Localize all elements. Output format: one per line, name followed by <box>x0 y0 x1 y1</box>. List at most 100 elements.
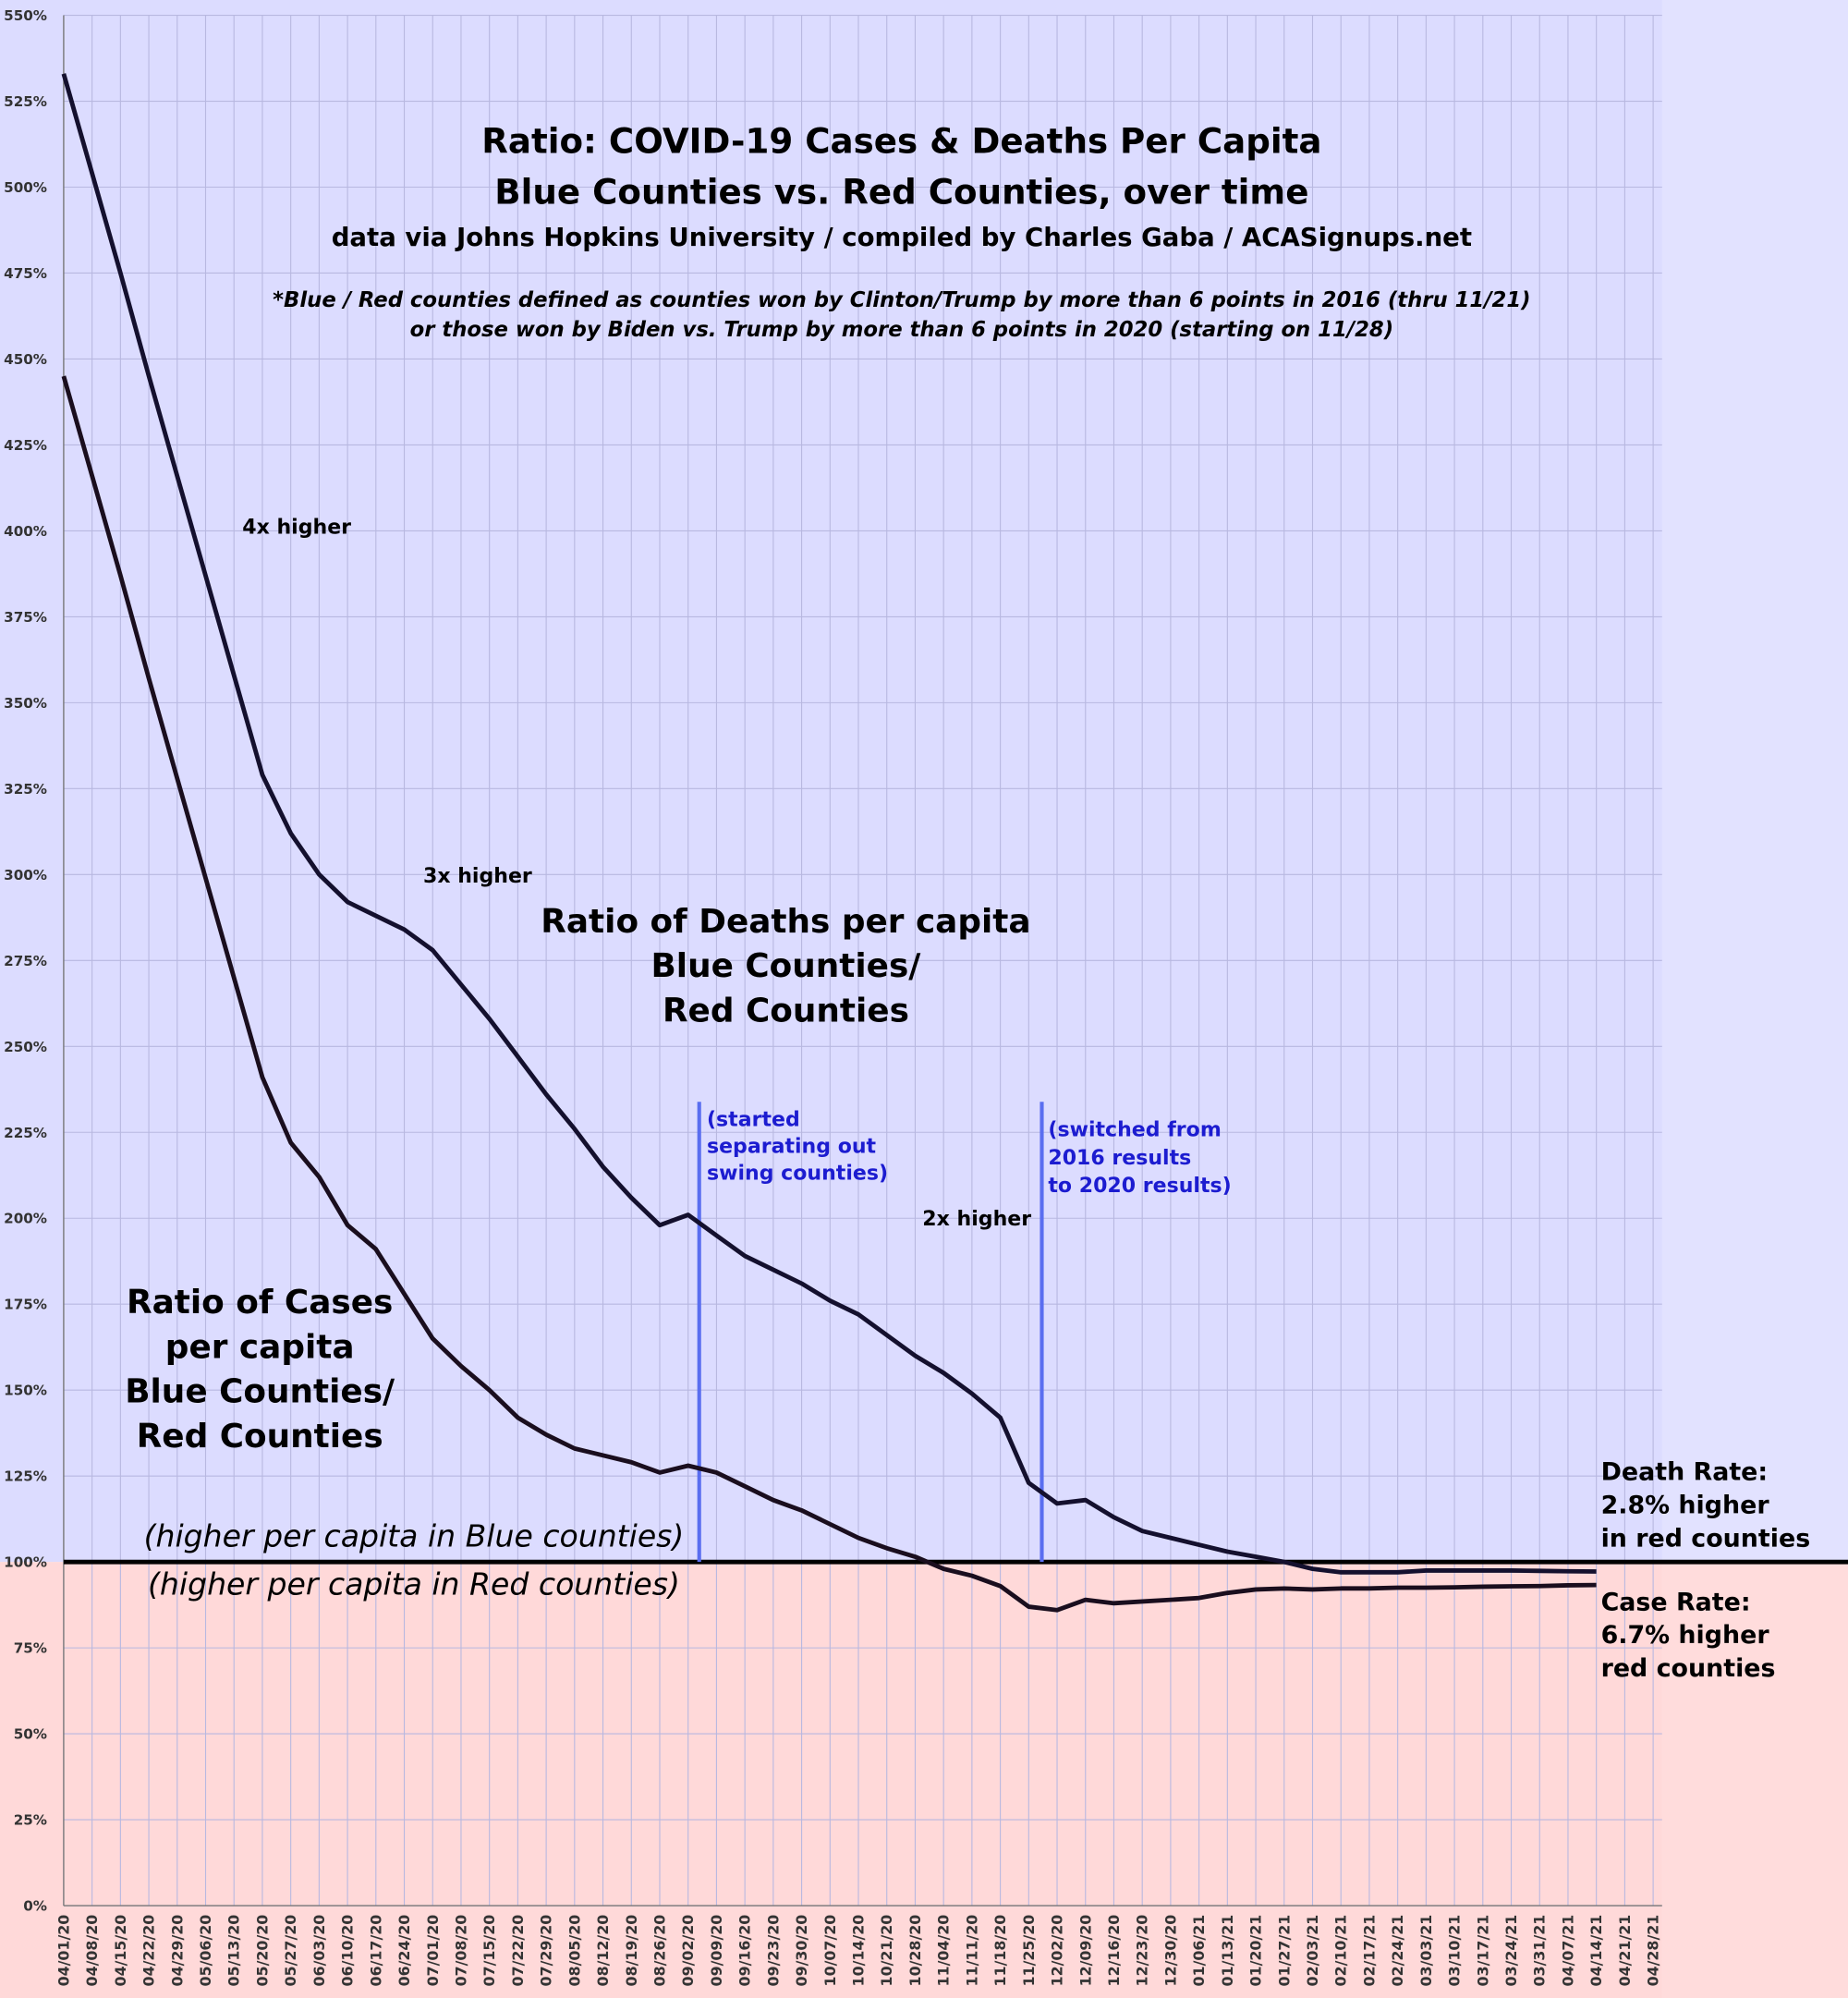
series-line <box>61 73 1597 1575</box>
annotation: Death Rate: <box>1601 1458 1769 1487</box>
y-tick-label: 325% <box>4 781 47 798</box>
y-tick-label: 0% <box>23 1898 47 1915</box>
annotation: Case Rate: <box>1601 1588 1751 1616</box>
y-tick-label: 500% <box>4 179 47 196</box>
y-tick-label: 250% <box>4 1039 47 1055</box>
x-tick-label: 10/21/20 <box>878 1915 895 1987</box>
x-tick-label: 12/02/20 <box>1049 1915 1066 1987</box>
y-tick-label: 400% <box>4 523 47 540</box>
annotation: to 2020 results) <box>1048 1175 1231 1198</box>
x-tick-label: 07/29/20 <box>538 1915 555 1987</box>
x-tick-label: 10/28/20 <box>906 1915 924 1987</box>
y-tick-label: 75% <box>14 1640 47 1657</box>
x-tick-label: 01/20/21 <box>1247 1915 1265 1987</box>
x-tick-label: 11/04/20 <box>935 1915 953 1987</box>
annotation: Blue Counties/ <box>650 947 921 985</box>
x-tick-label: 12/16/20 <box>1105 1915 1123 1987</box>
x-tick-label: 05/06/20 <box>197 1915 214 1987</box>
x-tick-label: 09/09/20 <box>708 1915 725 1987</box>
x-tick-label: 05/13/20 <box>225 1915 243 1987</box>
chart-note: or those won by Biden vs. Trump by more … <box>410 318 1394 342</box>
y-tick-label: 550% <box>4 7 47 24</box>
x-tick-label: 04/14/21 <box>1587 1915 1605 1987</box>
x-tick-label: 04/21/21 <box>1616 1915 1634 1987</box>
x-tick-label: 08/12/20 <box>594 1915 612 1987</box>
x-tick-label: 05/27/20 <box>282 1915 299 1987</box>
x-tick-label: 03/17/21 <box>1474 1915 1491 1987</box>
x-tick-label: 01/13/21 <box>1219 1915 1236 1987</box>
y-tick-label: 25% <box>14 1812 47 1829</box>
y-tick-label: 275% <box>4 953 47 969</box>
x-tick-label: 01/27/21 <box>1275 1915 1293 1987</box>
x-tick-label: 07/08/20 <box>452 1915 469 1987</box>
x-tick-label: 04/22/20 <box>140 1915 158 1987</box>
x-tick-label: 06/17/20 <box>367 1915 384 1987</box>
x-tick-label: 04/29/20 <box>168 1915 186 1987</box>
y-tick-label: 525% <box>4 93 47 110</box>
x-tick-label: 09/16/20 <box>736 1915 754 1987</box>
annotation: red counties <box>1601 1654 1776 1683</box>
y-tick-label: 475% <box>4 265 47 282</box>
x-tick-label: 12/30/20 <box>1161 1915 1179 1987</box>
x-tick-label: 04/08/20 <box>83 1915 101 1987</box>
annotation: 3x higher <box>423 865 532 888</box>
x-tick-label: 02/24/21 <box>1389 1915 1406 1987</box>
annotation: separating out <box>707 1135 877 1158</box>
annotation: 2.8% higher <box>1601 1492 1770 1520</box>
x-tick-label: 04/07/21 <box>1559 1915 1576 1987</box>
x-tick-label: 02/17/21 <box>1360 1915 1378 1987</box>
x-tick-label: 03/10/21 <box>1446 1915 1464 1987</box>
annotation: (started <box>707 1108 800 1131</box>
annotation: (higher per capita in Blue counties) <box>144 1517 685 1553</box>
y-tick-label: 175% <box>4 1297 47 1313</box>
x-tick-label: 12/23/20 <box>1134 1915 1151 1987</box>
x-tick-label: 08/05/20 <box>565 1915 583 1987</box>
x-tick-label: 10/07/20 <box>821 1915 839 1987</box>
annotation: Red Counties <box>663 992 909 1029</box>
y-tick-label: 300% <box>4 867 47 883</box>
x-tick-label: 06/24/20 <box>395 1915 413 1987</box>
x-tick-label: 06/10/20 <box>339 1915 357 1987</box>
x-tick-label: 07/15/20 <box>480 1915 498 1987</box>
annotation: (higher per capita in Red counties) <box>148 1566 680 1602</box>
y-tick-label: 425% <box>4 437 47 454</box>
x-tick-label: 04/01/20 <box>55 1915 72 1987</box>
x-tick-label: 07/01/20 <box>424 1915 442 1987</box>
chart-subtitle: data via Johns Hopkins University / comp… <box>332 223 1472 252</box>
annotation: Blue Counties/ <box>125 1373 395 1411</box>
chart-note: *Blue / Red counties defined as counties… <box>273 288 1530 312</box>
y-tick-label: 125% <box>4 1468 47 1485</box>
annotation: 4x higher <box>242 517 351 540</box>
y-tick-label: 200% <box>4 1211 47 1227</box>
annotation: (switched from <box>1048 1119 1221 1142</box>
y-tick-label: 150% <box>4 1383 47 1399</box>
chart-title: Blue Counties vs. Red Counties, over tim… <box>494 172 1308 213</box>
x-tick-label: 03/03/21 <box>1417 1915 1435 1987</box>
x-tick-label: 12/09/20 <box>1076 1915 1094 1987</box>
x-tick-label: 03/31/21 <box>1531 1915 1549 1987</box>
annotation: Ratio of Cases <box>127 1284 393 1322</box>
x-tick-label: 02/10/21 <box>1332 1915 1350 1987</box>
x-tick-label: 02/03/21 <box>1304 1915 1321 1987</box>
x-tick-label: 06/03/20 <box>310 1915 328 1987</box>
x-tick-label: 05/20/20 <box>253 1915 271 1987</box>
annotation: 6.7% higher <box>1601 1621 1770 1650</box>
x-tick-label: 10/14/20 <box>850 1915 868 1987</box>
y-tick-label: 450% <box>4 351 47 368</box>
x-tick-label: 11/11/20 <box>963 1915 980 1987</box>
x-tick-label: 09/02/20 <box>679 1915 697 1987</box>
annotation: Red Counties <box>137 1418 383 1456</box>
x-tick-label: 01/06/21 <box>1190 1915 1208 1987</box>
annotation: per capita <box>165 1328 355 1366</box>
annotation: 2x higher <box>922 1208 1031 1231</box>
x-tick-label: 11/25/20 <box>1020 1915 1038 1987</box>
series-line <box>61 375 1597 1613</box>
chart-title: Ratio: COVID-19 Cases & Deaths Per Capit… <box>481 120 1321 161</box>
y-tick-label: 50% <box>14 1726 47 1743</box>
y-tick-label: 350% <box>4 695 47 712</box>
x-tick-label: 04/15/20 <box>112 1915 129 1987</box>
x-tick-label: 09/30/20 <box>793 1915 810 1987</box>
x-tick-label: 09/23/20 <box>764 1915 782 1987</box>
annotation: swing counties) <box>707 1162 888 1185</box>
